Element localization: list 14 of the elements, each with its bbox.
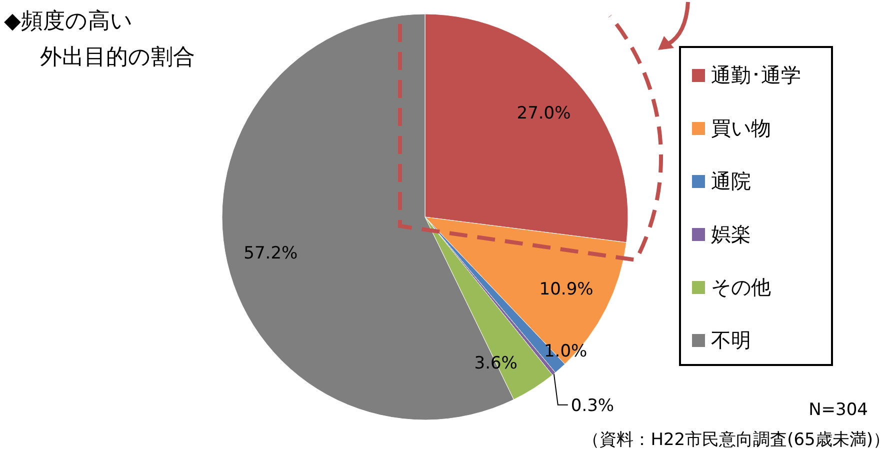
data-label: 10.9%: [539, 279, 594, 300]
legend-label: 買い物: [711, 116, 771, 140]
legend-label: その他: [711, 275, 771, 299]
text: （資料：H22市民意向調査(65歳未満)）: [582, 430, 890, 450]
chart-title: ◆頻度の高い: [4, 9, 133, 34]
legend-label: 不明: [711, 328, 751, 352]
data-label: 0.3%: [570, 396, 614, 416]
data-label: 27.0%: [516, 103, 571, 124]
data-label: 57.2%: [244, 244, 298, 264]
text: N=304: [808, 400, 868, 420]
text: 外出目的の割合: [40, 45, 195, 70]
legend-label: 通勤･通学: [711, 63, 801, 87]
legend-label: 娯楽: [711, 222, 751, 246]
legend-label: 通院: [711, 169, 751, 193]
